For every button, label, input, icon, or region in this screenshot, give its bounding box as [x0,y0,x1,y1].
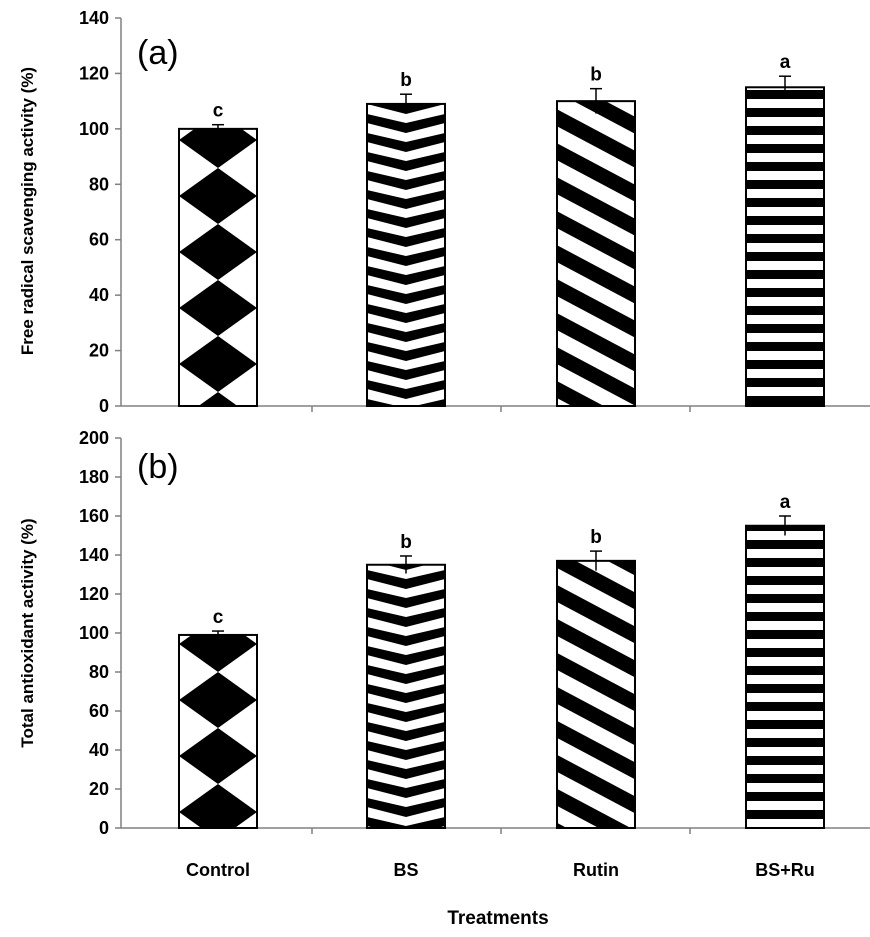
y-tick-label: 200 [79,428,109,448]
bar-bs-ru [745,524,825,829]
significance-label: c [213,607,224,628]
significance-label: a [780,52,791,73]
panel-label: (a) [137,34,179,72]
x-category-labels: Control BS Rutin BS+Ru [186,860,815,880]
x-tick-label: Rutin [573,860,619,880]
panel-b: (b) Total antioxidant activity (%) 0 20 40… [18,428,870,838]
y-tick-label: 160 [79,506,109,526]
y-tick-label: 60 [89,701,109,721]
y-tick-label: 40 [89,740,109,760]
y-axis-title: Free radical scavenging activity (%) [18,67,37,355]
y-tick-label: 0 [99,818,109,838]
y-tick-label: 120 [79,584,109,604]
panel-a: (a) Free radical scavenging activity (%)… [18,8,870,416]
y-tick-label: 120 [79,63,109,83]
bar-bs [366,563,446,829]
y-tick-label: 100 [79,623,109,643]
y-axis-title: Total antioxidant activity (%) [18,518,37,747]
significance-label: b [400,532,412,553]
y-tick-label: 20 [89,341,109,361]
y-tick-label: 0 [99,396,109,416]
significance-label: b [400,70,412,91]
x-axis-title: Treatments [447,908,548,929]
bar-bs-ru [745,86,825,408]
significance-label: a [780,492,791,513]
bar-control [178,127,258,407]
significance-label: c [213,101,224,122]
bar-control [178,633,258,830]
bar-rutin [556,559,636,829]
y-tick-label: 20 [89,779,109,799]
y-tick-label: 100 [79,119,109,139]
bar-bs [366,102,446,408]
significance-label: b [590,65,602,86]
bar-rutin [556,100,636,408]
y-tick-label: 40 [89,285,109,305]
x-tick-label: BS [393,860,418,880]
significance-label: b [590,527,602,548]
y-tick-label: 60 [89,230,109,250]
y-tick-label: 80 [89,174,109,194]
y-tick-label: 140 [79,545,109,565]
x-tick-label: BS+Ru [755,860,815,880]
panel-label: (b) [137,448,179,486]
y-tick-label: 140 [79,8,109,28]
x-tick-label: Control [186,860,250,880]
y-tick-label: 180 [79,467,109,487]
y-tick-label: 80 [89,662,109,682]
